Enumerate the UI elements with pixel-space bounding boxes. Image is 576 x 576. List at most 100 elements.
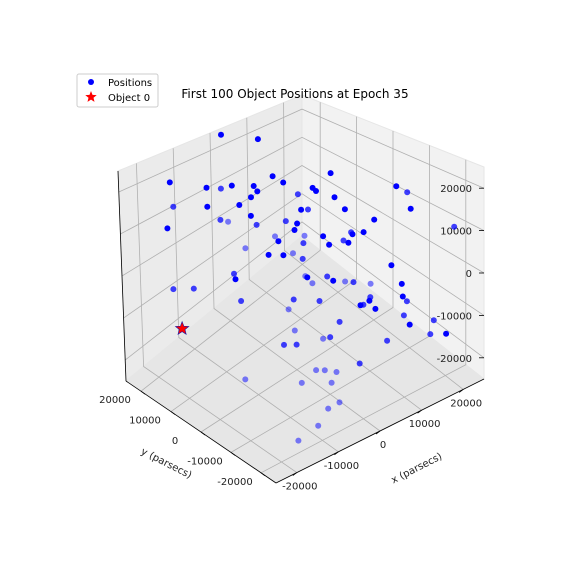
position-point xyxy=(326,241,333,248)
position-point xyxy=(294,220,301,227)
position-point xyxy=(238,298,245,304)
position-point xyxy=(265,251,272,258)
position-point xyxy=(407,205,414,212)
position-point xyxy=(430,317,437,324)
position-point xyxy=(316,298,323,304)
position-point xyxy=(250,183,257,189)
grid-line-x xyxy=(283,102,464,390)
position-point xyxy=(291,227,298,233)
position-point xyxy=(342,278,349,285)
legend-label-positions: Positions xyxy=(108,78,152,89)
position-point xyxy=(254,188,261,195)
position-point xyxy=(217,216,224,223)
position-point xyxy=(313,188,319,194)
position-point xyxy=(290,250,296,257)
position-point xyxy=(217,185,224,192)
legend-marker-positions xyxy=(88,79,94,85)
position-point xyxy=(340,237,347,244)
y-tick-mark xyxy=(200,431,206,436)
position-point xyxy=(341,206,348,213)
position-point xyxy=(298,206,305,213)
grid-line-z xyxy=(121,165,485,277)
x-axis-label: x (parsecs) xyxy=(390,451,445,486)
chart-title: First 100 Object Positions at Epoch 35 xyxy=(181,87,408,101)
grid-line-y xyxy=(140,102,321,392)
position-point xyxy=(275,238,282,245)
grid-line-z xyxy=(123,193,485,319)
legend[interactable]: Positions Object 0 xyxy=(76,73,159,108)
x-tick-mark xyxy=(292,472,298,476)
position-point xyxy=(305,206,311,213)
x-tick-label: -20000 xyxy=(282,482,317,493)
position-point xyxy=(336,399,343,406)
position-point xyxy=(384,337,391,344)
position-point xyxy=(404,189,411,196)
position-point xyxy=(400,312,407,319)
position-point xyxy=(327,334,334,341)
data-points xyxy=(164,131,458,444)
position-point xyxy=(313,367,320,374)
position-point xyxy=(333,369,340,375)
position-point xyxy=(406,321,413,328)
position-point xyxy=(301,232,308,239)
position-point xyxy=(398,280,405,287)
x-tick-mark xyxy=(375,430,381,435)
position-point xyxy=(203,184,210,191)
position-point xyxy=(367,280,374,287)
x-tick-label: 10000 xyxy=(409,419,441,430)
y-tick-mark xyxy=(230,452,236,456)
tick-labels: -20000 -10000 0 10000 20000 -20000 -10000 0 1000… xyxy=(99,184,484,493)
y-tick-label: -20000 xyxy=(217,477,252,488)
position-point xyxy=(225,218,232,225)
y-tick-label: -10000 xyxy=(187,456,222,467)
position-point xyxy=(443,330,450,337)
position-point xyxy=(280,252,287,259)
position-point xyxy=(299,255,306,262)
position-point xyxy=(298,379,305,386)
grid-line-x xyxy=(209,132,381,432)
object-0-star xyxy=(174,320,190,335)
position-point xyxy=(350,279,357,286)
position-point xyxy=(330,277,337,284)
x-tick-label: 0 xyxy=(380,440,386,451)
position-point xyxy=(285,306,292,313)
position-point xyxy=(293,341,300,348)
y-tick-label: 0 xyxy=(172,436,178,447)
position-point xyxy=(282,218,289,225)
position-point xyxy=(320,335,327,342)
axis-panes xyxy=(117,94,485,484)
y-axis-label: y (parsecs) xyxy=(139,446,194,481)
position-point xyxy=(356,360,363,367)
x-tick-mark xyxy=(458,389,464,393)
position-point xyxy=(328,379,335,386)
position-point xyxy=(236,202,243,208)
position-point xyxy=(231,270,237,277)
position-point xyxy=(403,298,410,305)
position-point xyxy=(302,273,309,280)
grid-line-x xyxy=(172,148,339,453)
y-tick-mark xyxy=(260,472,266,477)
position-point xyxy=(204,203,211,210)
position-point xyxy=(269,173,276,180)
grid-line-z xyxy=(124,221,485,361)
position-point xyxy=(232,276,239,283)
position-point xyxy=(281,341,287,348)
position-point xyxy=(360,229,367,236)
legend-box xyxy=(76,73,159,108)
position-point xyxy=(336,318,343,325)
position-point xyxy=(327,170,334,177)
position-point xyxy=(371,216,378,223)
position-point xyxy=(345,239,352,246)
legend-label-object-0: Object 0 xyxy=(108,93,150,104)
position-point xyxy=(388,262,395,269)
position-point xyxy=(399,293,406,300)
position-point xyxy=(291,327,298,334)
position-point xyxy=(331,194,338,201)
position-point xyxy=(367,294,374,301)
position-point xyxy=(190,285,197,292)
position-point xyxy=(295,437,302,444)
legend-marker-object-0 xyxy=(85,91,97,102)
grid-line-y xyxy=(260,159,467,474)
position-point xyxy=(170,203,177,210)
position-point xyxy=(325,405,332,412)
